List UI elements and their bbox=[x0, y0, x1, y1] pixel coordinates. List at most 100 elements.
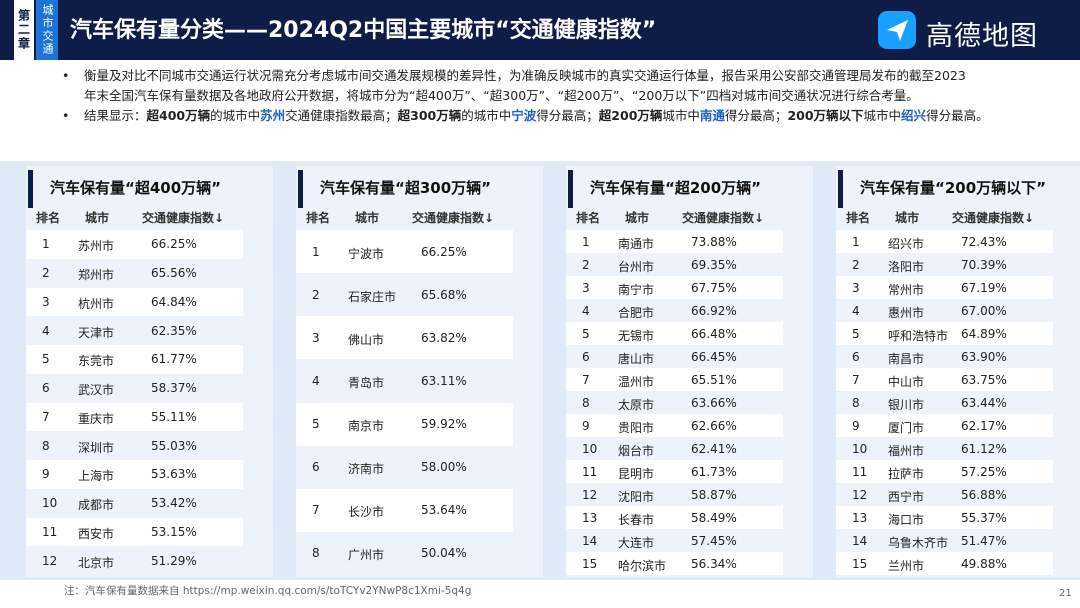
table-row: 8 广州市 50.04% bbox=[296, 532, 513, 575]
col-city: 城市 bbox=[85, 211, 110, 225]
rank-cell: 12 bbox=[852, 487, 868, 502]
rank-cell: 1 bbox=[42, 237, 50, 252]
chapter-sub-label: 城市交通 bbox=[36, 0, 58, 60]
result-bold: 超200万辆 bbox=[598, 108, 663, 123]
index-cell: 62.66% bbox=[691, 418, 737, 433]
title-accent-bar bbox=[838, 170, 843, 208]
table-row: 12 沈阳市 58.87% bbox=[566, 483, 783, 506]
col-city: 城市 bbox=[355, 211, 380, 225]
rank-cell: 3 bbox=[852, 280, 860, 295]
rank-cell: 3 bbox=[42, 294, 50, 309]
city-cell: 银川市 bbox=[888, 397, 925, 412]
table-row: 13 长春市 58.49% bbox=[566, 506, 783, 529]
index-cell: 50.04% bbox=[421, 546, 467, 561]
chapter-badge: 第二章 城市交通 bbox=[14, 0, 58, 60]
table-row: 10 福州市 61.12% bbox=[836, 437, 1053, 460]
rank-cell: 7 bbox=[42, 409, 50, 424]
index-cell: 62.41% bbox=[691, 441, 737, 456]
rank-cell: 6 bbox=[42, 381, 50, 396]
result-text: 得分最高； bbox=[536, 108, 599, 123]
table-row: 2 石家庄市 65.68% bbox=[296, 273, 513, 316]
city-cell: 石家庄市 bbox=[348, 289, 397, 304]
index-cell: 53.15% bbox=[151, 524, 197, 539]
index-cell: 58.49% bbox=[691, 510, 737, 525]
city-cell: 重庆市 bbox=[78, 411, 115, 426]
index-cell: 67.00% bbox=[961, 303, 1007, 318]
city-cell: 南京市 bbox=[348, 419, 385, 434]
panel-title: 汽车保有量“超400万辆” bbox=[26, 170, 273, 208]
page-number: 21 bbox=[1059, 588, 1072, 599]
title-accent-bar bbox=[298, 170, 303, 208]
index-cell: 65.56% bbox=[151, 266, 197, 281]
panel-title-text: 汽车保有量“超300万辆” bbox=[320, 179, 492, 197]
city-cell: 常州市 bbox=[888, 282, 925, 297]
rank-cell: 14 bbox=[582, 533, 598, 548]
table-row: 12 西宁市 56.88% bbox=[836, 483, 1053, 506]
result-bold: 超300万辆 bbox=[397, 108, 462, 123]
rank-cell: 4 bbox=[852, 303, 860, 318]
index-cell: 69.35% bbox=[691, 257, 737, 272]
table-row: 5 呼和浩特市 64.89% bbox=[836, 322, 1053, 345]
city-cell: 绍兴市 bbox=[888, 236, 925, 251]
table-row: 4 合肥市 66.92% bbox=[566, 299, 783, 322]
rank-cell: 11 bbox=[582, 464, 598, 479]
index-cell: 57.45% bbox=[691, 533, 737, 548]
city-cell: 唐山市 bbox=[618, 351, 655, 366]
col-rank: 排名 bbox=[306, 211, 331, 225]
rank-cell: 3 bbox=[582, 280, 590, 295]
col-index: 交通健康指数↓ bbox=[142, 211, 225, 225]
result-text: 的城市中 bbox=[461, 108, 512, 123]
rank-cell: 2 bbox=[582, 257, 590, 272]
rank-cell: 5 bbox=[852, 326, 860, 341]
table-row: 2 郑州市 65.56% bbox=[26, 259, 243, 288]
result-bold: 超400万辆 bbox=[146, 108, 211, 123]
city-cell: 惠州市 bbox=[888, 305, 925, 320]
city-cell: 台州市 bbox=[618, 259, 655, 274]
city-cell: 哈尔滨市 bbox=[618, 558, 667, 573]
rank-cell: 9 bbox=[852, 418, 860, 433]
col-rank: 排名 bbox=[36, 211, 61, 225]
index-cell: 51.29% bbox=[151, 553, 197, 568]
rank-cell: 5 bbox=[582, 326, 590, 341]
index-cell: 55.03% bbox=[151, 438, 197, 453]
index-cell: 63.90% bbox=[961, 349, 1007, 364]
index-cell: 63.82% bbox=[421, 330, 467, 345]
city-cell: 大连市 bbox=[618, 535, 655, 550]
table-row: 3 佛山市 63.82% bbox=[296, 316, 513, 360]
col-rank: 排名 bbox=[576, 211, 601, 225]
title-accent-bar bbox=[568, 170, 573, 208]
table-row: 1 苏州市 66.25% bbox=[26, 230, 243, 259]
rank-cell: 6 bbox=[312, 460, 320, 475]
rank-cell: 14 bbox=[852, 533, 868, 548]
summary-bullets: • 衡量及对比不同城市交通运行状况需充分考虑城市间交通发展规模的差异性，为准确反… bbox=[58, 66, 1058, 126]
index-cell: 63.75% bbox=[961, 372, 1007, 387]
result-text: 城市中 bbox=[863, 108, 902, 123]
rank-cell: 8 bbox=[42, 438, 50, 453]
result-highlight-city: 宁波 bbox=[511, 108, 537, 123]
table-row: 6 武汉市 58.37% bbox=[26, 374, 243, 403]
table-row: 2 台州市 69.35% bbox=[566, 253, 783, 276]
rank-cell: 6 bbox=[852, 349, 860, 364]
index-cell: 56.34% bbox=[691, 556, 737, 571]
index-cell: 65.51% bbox=[691, 372, 737, 387]
city-cell: 福州市 bbox=[888, 443, 925, 458]
city-cell: 贵阳市 bbox=[618, 420, 655, 435]
index-cell: 57.25% bbox=[961, 464, 1007, 479]
index-cell: 62.35% bbox=[151, 323, 197, 338]
city-cell: 南通市 bbox=[618, 236, 655, 251]
bullet-line: 年末全国汽车保有量数据及各地政府公开数据，将城市分为“超400万”、“超300万… bbox=[84, 88, 919, 103]
city-cell: 无锡市 bbox=[618, 328, 655, 343]
panel-under-2m: 汽车保有量“200万辆以下” 排名 城市 交通健康指数↓ 1 绍兴市 72.43% 2… bbox=[836, 166, 1080, 577]
rank-cell: 7 bbox=[312, 503, 320, 518]
col-index: 交通健康指数↓ bbox=[952, 211, 1035, 225]
index-cell: 67.75% bbox=[691, 280, 737, 295]
rank-cell: 7 bbox=[582, 372, 590, 387]
rank-cell: 12 bbox=[582, 487, 598, 502]
result-highlight-city: 绍兴 bbox=[901, 108, 927, 123]
rank-cell: 13 bbox=[582, 510, 598, 525]
result-text: 的城市中 bbox=[210, 108, 261, 123]
header-bar: 第二章 城市交通 汽车保有量分类——2024Q2中国主要城市“交通健康指数” 高… bbox=[0, 0, 1080, 60]
table-row: 7 温州市 65.51% bbox=[566, 368, 783, 391]
city-cell: 武汉市 bbox=[78, 383, 115, 398]
table-row: 9 贵阳市 62.66% bbox=[566, 414, 783, 437]
